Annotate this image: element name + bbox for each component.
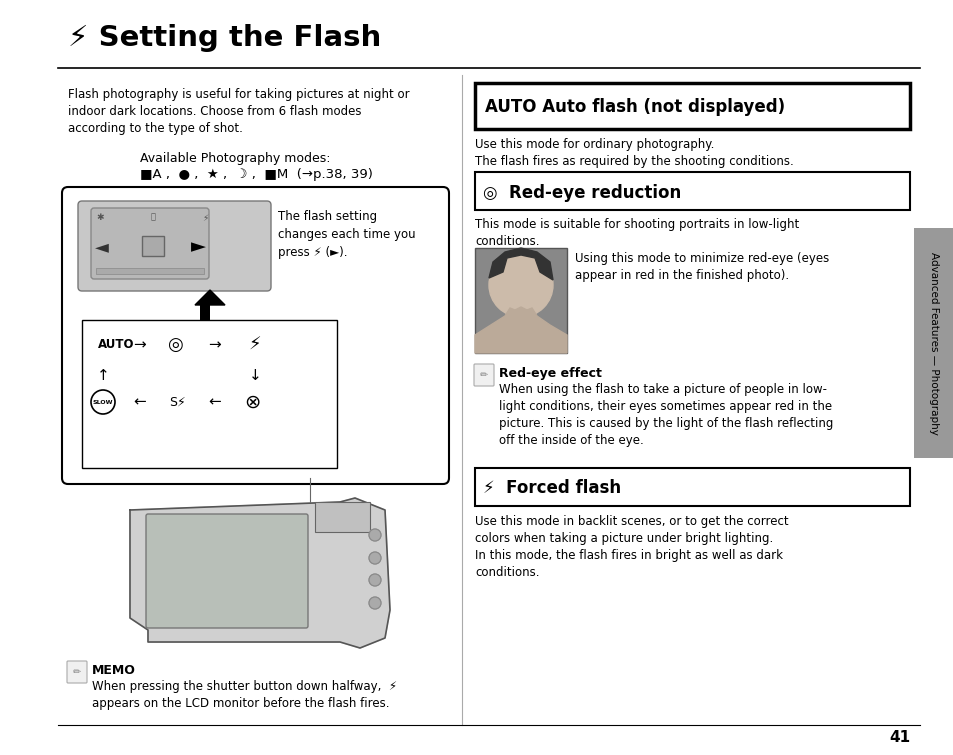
FancyBboxPatch shape bbox=[146, 514, 308, 628]
Text: ◎  Red-eye reduction: ◎ Red-eye reduction bbox=[482, 184, 680, 202]
Text: Use this mode for ordinary photography.
The flash fires as required by the shoot: Use this mode for ordinary photography. … bbox=[475, 138, 793, 168]
Polygon shape bbox=[489, 248, 553, 280]
Text: ■A ,  ● ,  ★ ,  ☽ ,  ■M  (→p.38, 39): ■A , ● , ★ , ☽ , ■M (→p.38, 39) bbox=[140, 168, 373, 181]
Text: ►: ► bbox=[191, 238, 205, 257]
Text: →: → bbox=[133, 337, 146, 353]
Text: ⊗: ⊗ bbox=[244, 393, 260, 411]
Text: ✏: ✏ bbox=[479, 370, 488, 380]
Polygon shape bbox=[475, 307, 566, 353]
Text: This mode is suitable for shooting portraits in low-light
conditions.: This mode is suitable for shooting portr… bbox=[475, 218, 799, 248]
Bar bbox=[200, 305, 210, 323]
Bar bbox=[142, 236, 164, 256]
FancyBboxPatch shape bbox=[78, 201, 271, 291]
Bar bbox=[475, 83, 909, 129]
Circle shape bbox=[369, 597, 380, 609]
Polygon shape bbox=[130, 498, 390, 648]
Bar bbox=[314, 502, 370, 532]
Text: AUTO Auto flash (not displayed): AUTO Auto flash (not displayed) bbox=[484, 98, 784, 116]
FancyBboxPatch shape bbox=[62, 187, 449, 484]
Text: Use this mode in backlit scenes, or to get the correct
colors when taking a pict: Use this mode in backlit scenes, or to g… bbox=[475, 515, 788, 579]
Text: ↑: ↑ bbox=[96, 368, 110, 383]
Circle shape bbox=[369, 574, 380, 586]
Polygon shape bbox=[194, 290, 225, 305]
Circle shape bbox=[489, 253, 553, 317]
Text: When using the flash to take a picture of people in low-
light conditions, their: When using the flash to take a picture o… bbox=[498, 383, 833, 447]
Text: ⚡: ⚡ bbox=[202, 214, 208, 223]
Circle shape bbox=[369, 552, 380, 564]
Text: When pressing the shutter button down halfway,  ⚡
appears on the LCD monitor bef: When pressing the shutter button down ha… bbox=[91, 680, 396, 710]
Text: S⚡: S⚡ bbox=[170, 396, 186, 408]
Text: ◎: ◎ bbox=[167, 336, 183, 354]
Bar bbox=[913, 228, 953, 458]
Text: ⬜: ⬜ bbox=[151, 212, 155, 221]
Text: ✱: ✱ bbox=[96, 214, 104, 223]
Text: 41: 41 bbox=[888, 731, 909, 745]
Text: ⚡ Setting the Flash: ⚡ Setting the Flash bbox=[68, 24, 381, 52]
Text: SLOW: SLOW bbox=[92, 399, 113, 405]
Bar bbox=[475, 248, 566, 353]
Text: ↓: ↓ bbox=[249, 368, 261, 383]
Circle shape bbox=[369, 529, 380, 541]
Text: →: → bbox=[209, 337, 221, 353]
FancyBboxPatch shape bbox=[91, 208, 209, 279]
Text: Available Photography modes:: Available Photography modes: bbox=[140, 152, 330, 165]
FancyBboxPatch shape bbox=[474, 364, 494, 386]
Text: ✏: ✏ bbox=[72, 667, 81, 677]
Bar bbox=[0, 0, 58, 68]
Text: The flash setting
changes each time you
press ⚡ (►).: The flash setting changes each time you … bbox=[277, 210, 416, 259]
Text: MEMO: MEMO bbox=[91, 664, 135, 677]
Text: ←: ← bbox=[209, 395, 221, 409]
Bar bbox=[475, 172, 909, 210]
Text: AUTO: AUTO bbox=[98, 338, 134, 352]
Text: Red-eye effect: Red-eye effect bbox=[498, 367, 601, 380]
Text: Flash photography is useful for taking pictures at night or
indoor dark location: Flash photography is useful for taking p… bbox=[68, 88, 409, 135]
Bar bbox=[475, 468, 909, 506]
Text: ⚡: ⚡ bbox=[249, 336, 261, 354]
Text: Using this mode to minimize red-eye (eyes
appear in red in the finished photo).: Using this mode to minimize red-eye (eye… bbox=[575, 252, 828, 282]
Bar bbox=[96, 268, 204, 274]
Text: Advanced Features — Photography: Advanced Features — Photography bbox=[928, 251, 938, 434]
FancyBboxPatch shape bbox=[67, 661, 87, 683]
Text: ◄: ◄ bbox=[95, 238, 109, 256]
Bar bbox=[82, 320, 336, 468]
Text: ←: ← bbox=[133, 395, 146, 409]
Text: ⚡  Forced flash: ⚡ Forced flash bbox=[482, 479, 620, 497]
